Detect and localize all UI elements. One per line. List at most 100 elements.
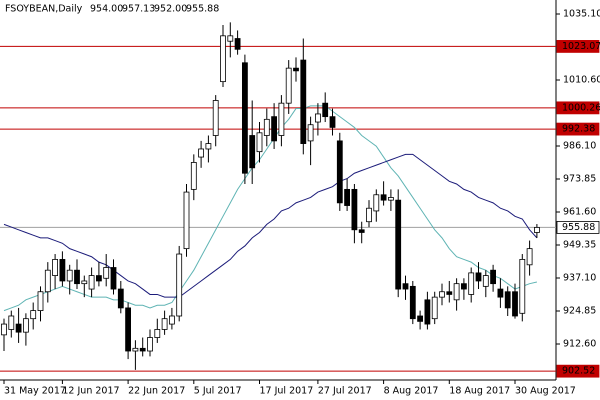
candle-body (234, 38, 241, 50)
moving-average (3, 105, 538, 312)
candle-body (329, 116, 336, 128)
x-tick-label: 8 Aug 2017 (384, 386, 439, 397)
candle-body (212, 100, 219, 136)
header-value: 957.13 (122, 4, 155, 15)
candle-body (205, 143, 212, 150)
candle-body (460, 283, 467, 290)
candle-body (227, 35, 234, 42)
level-label: 902.52 (562, 366, 595, 377)
candle-body (424, 299, 431, 325)
header-value: 954.00 (90, 4, 123, 15)
candle-body (322, 102, 329, 118)
level-label: 992.38 (562, 124, 595, 135)
candle-body (8, 315, 15, 330)
level-label-box (556, 221, 600, 234)
candle-body (344, 188, 351, 206)
header-value: 955.88 (186, 4, 219, 15)
candle-body (300, 59, 307, 144)
level-label-box (556, 101, 600, 115)
candle-body (380, 194, 387, 201)
candle-body (22, 318, 29, 333)
x-tick-label: 18 Aug 2017 (449, 386, 510, 397)
y-tick-label: 1035.10 (563, 9, 600, 20)
candle-body (512, 291, 518, 317)
candle-body (30, 310, 37, 320)
candle-body (117, 288, 124, 309)
candle-body (278, 102, 285, 136)
candle-body (387, 197, 394, 201)
candle-body (534, 227, 540, 233)
candle-body (37, 291, 44, 312)
candle-body (147, 337, 153, 352)
candle-body (497, 288, 504, 298)
candle-body (198, 148, 205, 158)
x-tick-label: 27 Jul 2017 (318, 386, 372, 397)
candle-body (44, 269, 51, 293)
x-tick-label: 30 Aug 2017 (515, 386, 576, 397)
x-tick-label: 17 Jul 2017 (260, 386, 314, 397)
candle-body (431, 296, 438, 320)
candle-body (220, 35, 226, 83)
y-tick-label: 961.60 (563, 207, 596, 218)
candle-body (110, 267, 117, 290)
candle-body (504, 291, 511, 309)
level-label: 1000.26 (562, 102, 600, 113)
candle-body (366, 207, 372, 223)
candle-body (241, 62, 248, 174)
candle-body (453, 283, 460, 301)
level-label-box (556, 40, 600, 53)
candle-body (417, 315, 424, 322)
candle-body (314, 113, 321, 123)
x-tick-label: 12 Jun 2017 (62, 386, 119, 397)
candle-body (351, 188, 358, 231)
x-tick-label: 5 Jul 2017 (194, 386, 242, 397)
candle-body (468, 272, 475, 295)
x-tick-label: 31 May 2017 (4, 386, 66, 397)
level-label: 955.88 (562, 222, 595, 233)
candle-body (446, 291, 453, 295)
candle-body (293, 67, 299, 72)
y-tick-label: 986.10 (563, 141, 596, 152)
y-tick-label: 937.10 (563, 273, 596, 284)
candle-body (402, 283, 409, 290)
candle-body (490, 269, 497, 285)
candle-body (183, 191, 190, 250)
candle-body (409, 285, 416, 320)
candle-body (168, 315, 175, 325)
moving-average (3, 153, 538, 298)
candle-body (249, 135, 256, 169)
y-tick-label: 973.85 (563, 174, 596, 185)
candle-body (139, 347, 146, 352)
candle-body (307, 124, 314, 142)
y-tick-label: 912.60 (563, 339, 596, 350)
candle-body (475, 272, 482, 282)
candle-body (132, 347, 139, 352)
candle-body (256, 132, 263, 153)
candle-body (373, 194, 380, 212)
candle-body (439, 291, 445, 298)
candle-body (285, 67, 292, 104)
candle-body (103, 267, 110, 279)
candle-body (519, 259, 526, 314)
candle-body (482, 275, 489, 287)
candle-body (1, 323, 7, 336)
candle-body (176, 253, 183, 317)
candle-body (125, 307, 131, 352)
candle-body (263, 118, 270, 136)
candle-body (88, 275, 95, 290)
candle-body (526, 248, 533, 266)
candle-body (59, 259, 66, 282)
level-label-box (556, 122, 600, 136)
candle-body (271, 116, 278, 142)
y-tick-label: 949.35 (563, 240, 596, 251)
candle-body (161, 318, 168, 330)
level-label-box (556, 364, 600, 378)
level-label: 1023.07 (562, 41, 600, 52)
candle-body (74, 269, 80, 285)
candle-body (96, 275, 102, 282)
chart-title: FSOYBEAN,Daily (5, 4, 83, 15)
x-tick-label: 22 Jun 2017 (128, 386, 185, 397)
